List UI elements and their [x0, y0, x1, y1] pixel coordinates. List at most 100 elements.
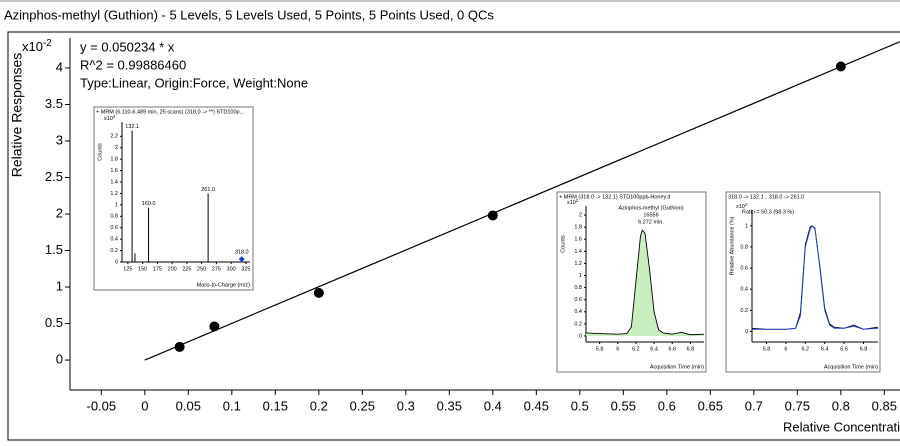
equation: R^2 = 0.99886460: [80, 57, 186, 72]
annotation: 16556: [643, 212, 658, 218]
x-tick-label: 5.8: [763, 346, 771, 352]
peak-area: [586, 230, 704, 336]
annotation: Azinphos-methyl (Guthion): [618, 205, 683, 211]
x-tick-label: 300: [227, 266, 236, 272]
x-tick-label: 250: [197, 266, 206, 272]
x-tick-label: 0.6: [658, 398, 676, 413]
x-tick-label: 6: [784, 346, 787, 352]
trace: [585, 229, 705, 336]
y-tick-label: 2: [56, 205, 63, 220]
x-tick-label: 0.25: [350, 398, 375, 413]
y-tick-label: 0.6: [110, 225, 118, 231]
y-tick-label: 1.4: [110, 179, 118, 185]
x-tick-label: 6.6: [668, 346, 676, 352]
y-tick-label: 0.5: [45, 315, 63, 330]
scale-exponent: -2: [43, 37, 52, 48]
x-tick-label: 0.05: [176, 398, 201, 413]
y-axis-label: Relative Responses: [9, 53, 25, 178]
y-tick-label: 1: [56, 278, 63, 293]
inset-title-2: 318.0 -> 261.0: [769, 194, 805, 200]
y-tick-label: 4: [56, 59, 63, 74]
y-tick-label: 1.2: [110, 191, 118, 197]
y-axis-label: Counts: [97, 143, 103, 161]
scale-base: x10: [567, 200, 576, 206]
x-tick-label: 5.8: [596, 346, 604, 352]
inset-box: [556, 191, 707, 373]
chart-title: Azinphos-methyl (Guthion) - 5 Levels, 5 …: [4, 7, 494, 22]
scale-base: x10: [104, 116, 113, 122]
peak-label: 261.0: [201, 187, 215, 193]
peak-label: 160.0: [142, 201, 156, 207]
y-tick-label: 0.4: [574, 309, 582, 315]
y-tick-label: 2.5: [45, 169, 63, 184]
y-tick-label: 0.2: [574, 321, 582, 327]
x-tick-label: 6: [616, 346, 619, 352]
equation: y = 0.050234 * x: [80, 39, 175, 54]
y-tick-label: 2: [579, 213, 582, 219]
y-tick-label: 0.6: [740, 266, 748, 272]
x-tick-label: 275: [212, 266, 221, 272]
y-tick-label: 1.8: [110, 157, 118, 163]
x-tick-label: 0.45: [524, 398, 549, 413]
x-tick-label: 0.85: [872, 398, 897, 413]
y-tick-label: 0.4: [740, 287, 748, 293]
peak-marker: [238, 256, 245, 263]
y-tick-label: 0.8: [110, 214, 118, 220]
y-tick-label: 1.2: [574, 261, 582, 267]
data-point: [209, 321, 220, 332]
x-tick-label: -0.05: [87, 398, 117, 413]
x-tick-label: 6.6: [840, 346, 848, 352]
scale-base: x10: [736, 204, 745, 210]
y-tick-label: 0.2: [740, 308, 748, 314]
x-axis-label: Relative Concentration: [783, 419, 900, 434]
x-tick-label: 0.75: [785, 398, 810, 413]
y-tick-label: 2.2: [110, 134, 118, 140]
x-tick-label: 6.2: [801, 346, 809, 352]
data-point: [487, 210, 498, 221]
inset-title: + MRM (318.0 -> 132.1) STD100ppb-Honey.d: [559, 194, 670, 200]
y-tick-label: 1: [579, 273, 582, 279]
y-axis-label: Relative Abundance (%): [729, 216, 735, 275]
x-tick-label: 0.5: [571, 398, 589, 413]
x-tick-label: 200: [168, 266, 177, 272]
y-tick-label: 1.8: [574, 225, 582, 231]
x-tick-label: 0.3: [397, 398, 415, 413]
y-scale-label: x102: [736, 202, 748, 211]
y-tick-label: 0: [115, 259, 118, 265]
y-tick-label: 0: [579, 333, 582, 339]
y-tick-label: 2: [115, 145, 118, 151]
x-tick-label: 225: [182, 266, 191, 272]
y-tick-label: 0: [745, 329, 748, 335]
x-tick-label: 0.35: [437, 398, 462, 413]
data-point: [835, 61, 846, 72]
x-tick-label: 6.8: [860, 346, 868, 352]
peak-label: 132.1: [125, 124, 139, 130]
data-point: [174, 341, 185, 352]
x-tick-label: 0.2: [310, 398, 328, 413]
y-tick-label: 3.5: [45, 96, 63, 111]
y-scale-label: x102: [567, 198, 579, 207]
x-tick-label: 0.8: [832, 398, 850, 413]
x-tick-label: 0.15: [263, 398, 288, 413]
y-tick-label: 1.4: [574, 249, 582, 255]
y-axis-label: Counts: [560, 235, 566, 253]
scale-exponent: 4: [113, 114, 116, 119]
inset-title: + MRM (6.110-6.489 min, 25 scans) (318.0…: [96, 109, 245, 115]
x-tick-label: 175: [153, 266, 162, 272]
y-tick-label: 0: [56, 351, 63, 366]
x-tick-label: 6.2: [632, 346, 640, 352]
y-tick-label: 1: [745, 223, 748, 229]
x-tick-label: 0.65: [698, 398, 723, 413]
y-scale-label: x10-2: [22, 37, 52, 54]
y-tick-label: 1.6: [110, 168, 118, 174]
scale-exponent: 2: [576, 198, 579, 203]
y-tick-label: 1: [115, 202, 118, 208]
x-axis-label: Acquisition Time (min): [824, 364, 878, 370]
annotation: 6.272 min.: [638, 219, 664, 225]
y-tick-label: 0.8: [574, 285, 582, 291]
x-axis-label: Mass-to-Charge (m/z): [197, 282, 251, 288]
y-tick-label: 0.8: [740, 244, 748, 250]
x-tick-label: 6.4: [650, 346, 658, 352]
plot-frame: [7, 31, 900, 441]
